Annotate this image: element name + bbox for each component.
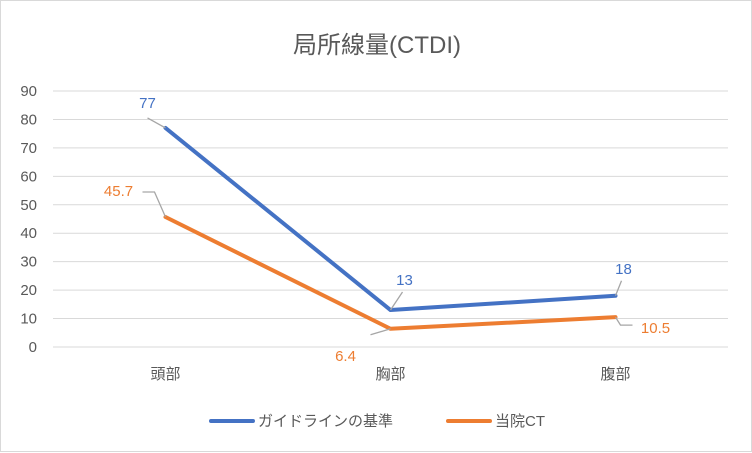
- y-tick-label: 80: [20, 111, 37, 128]
- data-label: 6.4: [335, 348, 356, 365]
- leader-line: [147, 117, 166, 129]
- y-tick-label: 40: [20, 225, 37, 242]
- data-label: 18: [615, 261, 632, 278]
- x-tick-label: 胸部: [375, 366, 405, 383]
- series-line: [163, 125, 618, 313]
- x-tick-label: 腹部: [600, 366, 630, 383]
- series-line: [163, 215, 618, 331]
- legend-label: 当院CT: [495, 412, 545, 430]
- y-tick-label: 50: [20, 197, 37, 214]
- data-label: 10.5: [641, 320, 670, 337]
- leader-line: [614, 280, 623, 297]
- y-tick-label: 10: [20, 311, 37, 328]
- y-tick-label: 0: [29, 339, 37, 356]
- y-tick-label: 60: [20, 168, 37, 185]
- leader-line: [389, 291, 404, 311]
- leader-line: [614, 316, 633, 326]
- y-tick-label: 70: [20, 140, 37, 157]
- chart-title: 局所線量(CTDI): [293, 32, 461, 59]
- x-tick-label: 頭部: [150, 366, 180, 383]
- leader-line: [370, 328, 391, 336]
- y-tick-label: 20: [20, 282, 37, 299]
- y-tick-label: 30: [20, 254, 37, 271]
- y-tick-label: 90: [20, 83, 37, 100]
- data-label: 13: [396, 272, 413, 289]
- data-label: 45.7: [104, 183, 133, 200]
- data-label: 77: [139, 95, 156, 112]
- legend-label: ガイドラインの基準: [258, 413, 393, 430]
- leader-line: [142, 191, 167, 218]
